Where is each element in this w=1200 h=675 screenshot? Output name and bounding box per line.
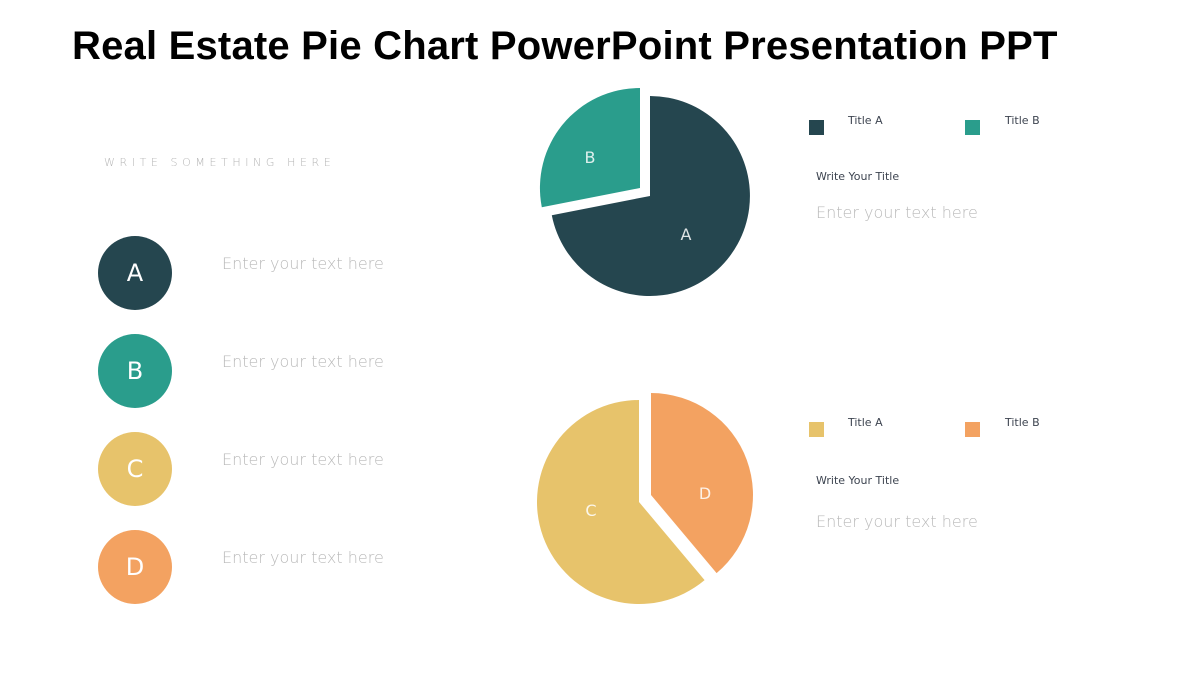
pie-chart-cd: C D — [536, 393, 753, 604]
pie-label-c: C — [585, 501, 596, 520]
pie-chart-ab: A B — [539, 87, 750, 296]
letter-badge-b: B — [98, 334, 172, 408]
pie-slice-a — [551, 96, 750, 296]
pie-slice-b — [539, 87, 640, 208]
list-item-d: D Enter your text here — [98, 530, 418, 604]
block-heading: Write Your Title — [816, 474, 900, 487]
letter-badge-c: C — [98, 432, 172, 506]
list-item-c: C Enter your text here — [98, 432, 418, 506]
block-text: Enter your text here — [816, 203, 978, 222]
legend-label: Title A — [848, 416, 883, 429]
pie-label-b: B — [585, 148, 596, 167]
block-text: Enter your text here — [816, 512, 978, 531]
page-title: Real Estate Pie Chart PowerPoint Present… — [72, 24, 1058, 68]
letter-badge-a: A — [98, 236, 172, 310]
list-item-text: Enter your text here — [222, 352, 384, 371]
pie-label-d: D — [699, 484, 711, 503]
legend-swatch-icon — [965, 422, 980, 437]
list-item-a: A Enter your text here — [98, 236, 418, 310]
letter-badge-d: D — [98, 530, 172, 604]
legend-label: Title A — [848, 114, 883, 127]
legend-label: Title B — [1005, 114, 1040, 127]
list-item-text: Enter your text here — [222, 450, 384, 469]
legend-swatch-icon — [965, 120, 980, 135]
legend-swatch-icon — [809, 120, 824, 135]
list-item-b: B Enter your text here — [98, 334, 418, 408]
section-subtitle: WRITE SOMETHING HERE — [104, 156, 336, 169]
block-heading: Write Your Title — [816, 170, 900, 183]
pie-label-a: A — [681, 225, 692, 244]
list-item-text: Enter your text here — [222, 548, 384, 567]
list-item-text: Enter your text here — [222, 254, 384, 273]
pie-slice-d — [651, 393, 753, 574]
legend-swatch-icon — [809, 422, 824, 437]
legend-label: Title B — [1005, 416, 1040, 429]
pie-slice-c — [536, 400, 705, 604]
